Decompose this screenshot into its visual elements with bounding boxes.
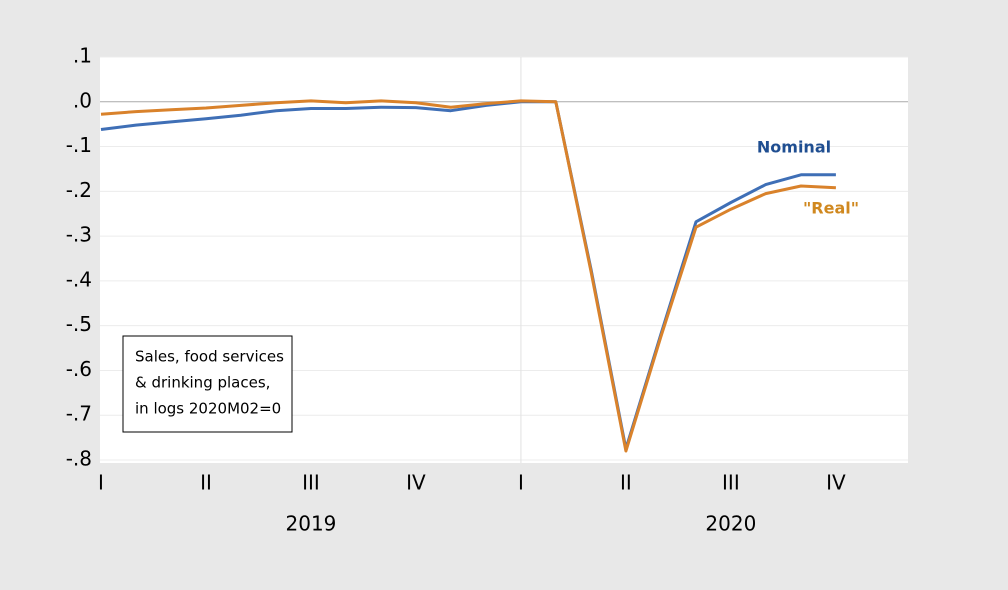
y-tick-label: .0 <box>73 88 92 112</box>
annotation-text: & drinking places, <box>135 374 270 392</box>
y-tick-label: -.5 <box>66 312 92 336</box>
x-tick-label: I <box>98 471 104 495</box>
y-tick-label: -.3 <box>66 223 92 247</box>
y-tick-label: -.8 <box>66 447 92 471</box>
y-tick-label: -.2 <box>66 178 92 202</box>
y-tick-label: -.7 <box>66 402 92 426</box>
y-tick-label: -.6 <box>66 357 92 381</box>
series-label: "Real" <box>803 199 859 218</box>
annotation-text: Sales, food services <box>135 348 284 366</box>
annotation-text: in logs 2020M02=0 <box>135 400 281 418</box>
series-line <box>100 99 836 453</box>
x-tick-label: II <box>620 471 632 495</box>
series-label: Nominal <box>757 138 831 157</box>
x-tick-label: II <box>200 471 212 495</box>
x-tick-label: III <box>302 471 320 495</box>
series-line <box>100 100 836 451</box>
year-label: 2019 <box>286 512 337 536</box>
x-tick-label: IV <box>826 471 846 495</box>
y-tick-label: -.1 <box>66 133 92 157</box>
x-tick-label: IV <box>406 471 426 495</box>
year-label: 2020 <box>705 512 756 536</box>
x-tick-label: III <box>722 471 740 495</box>
x-tick-label: I <box>518 471 524 495</box>
y-tick-label: -.4 <box>66 267 92 291</box>
y-tick-label: .1 <box>73 44 92 68</box>
annotation-box <box>122 335 293 433</box>
